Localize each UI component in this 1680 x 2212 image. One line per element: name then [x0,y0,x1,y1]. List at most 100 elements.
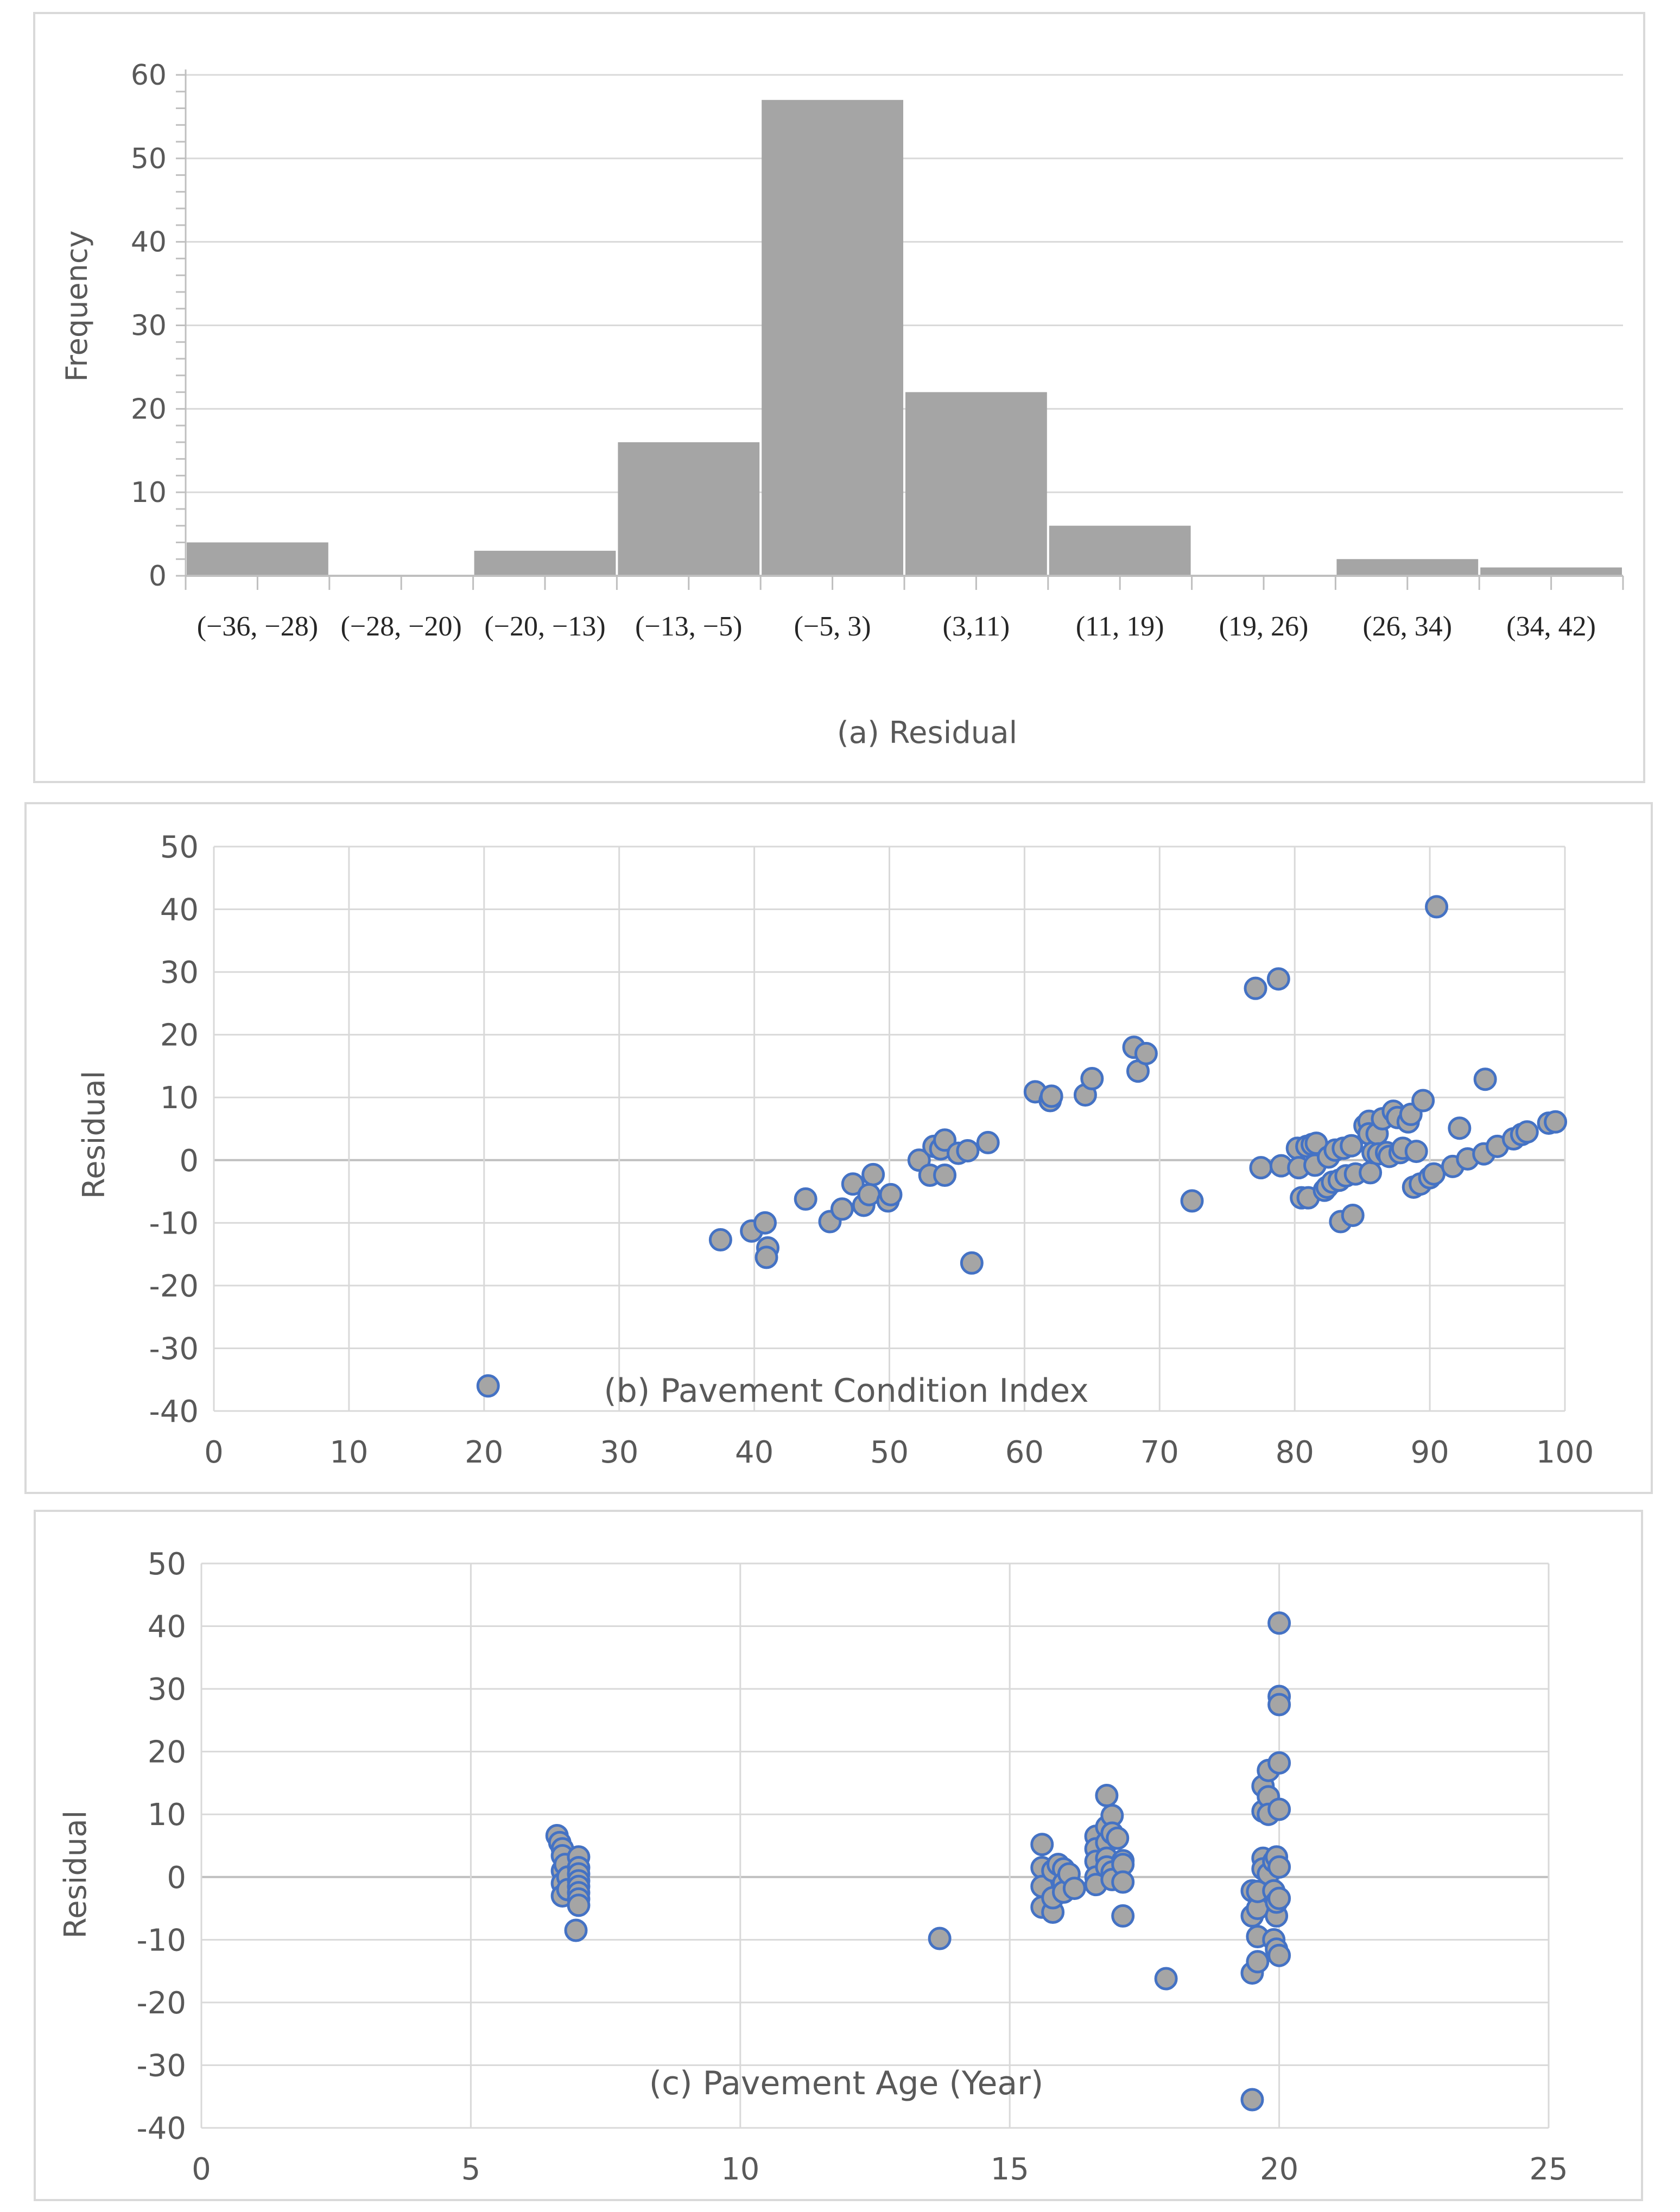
histogram-bar [905,392,1047,576]
pci-y-axis-label: Residual [77,1071,112,1199]
pci-scatter-panel: -40 -30 -20 -10 0 10 20 30 40 50 0 10 20 30 40 50 60 70 80… [24,802,1653,1494]
y-tick-label: -20 [149,1269,199,1304]
histogram-panel: 0 10 20 30 40 50 60 (−36, −28) (−28, −20) (−20, −… [33,12,1645,783]
scatter-point [1246,1950,1270,1974]
histogram-bar [187,542,328,576]
histogram-y-tick-label: 10 [131,476,167,509]
scatter-point [1095,1784,1119,1808]
histogram-category-label: (−5, 3) [794,611,871,642]
x-tick-label: 25 [1529,2152,1568,2187]
histogram-bar [474,550,616,576]
scatter-point [1267,1855,1291,1879]
scatter-point [956,1139,980,1162]
scatter-point [976,1130,1000,1154]
scatter-point [1267,1943,1291,1967]
scatter-point [476,1374,500,1398]
x-tick-label: 60 [1005,1435,1044,1470]
y-tick-label: -30 [137,2048,186,2083]
age-x-axis-title: (c) Pavement Age (Year) [649,2064,1044,2102]
y-tick-label: 40 [148,1610,186,1645]
x-tick-label: 70 [1140,1435,1179,1470]
histogram-category-label: (19, 26) [1219,611,1309,642]
scatter-point [1267,1886,1291,1910]
histogram-category-label: (−28, −20) [341,611,462,642]
y-tick-label: 0 [179,1143,199,1179]
y-tick-label: 20 [160,1018,199,1053]
scatter-point [960,1251,984,1275]
histogram-bar [1336,559,1479,576]
scatter-point [1425,895,1449,919]
x-tick-label: 40 [735,1435,774,1470]
scatter-point [1039,1084,1063,1108]
y-tick-label: 40 [160,893,199,928]
scatter-point [1515,1120,1539,1144]
scatter-point [708,1228,732,1252]
y-tick-label: 30 [160,955,199,990]
histogram-bar [762,100,903,576]
scatter-point [1404,1140,1428,1164]
y-tick-label: 20 [148,1735,186,1770]
y-tick-label: 10 [160,1080,199,1116]
y-tick-label: -30 [149,1331,199,1366]
x-tick-label: 0 [192,2152,211,2187]
pci-scatter-chart: -40 -30 -20 -10 0 10 20 30 40 50 0 10 20 30 40 50 60 70 80… [77,830,1594,1470]
scatter-point [1340,1134,1364,1158]
scatter-point [830,1197,854,1221]
y-tick-label: -10 [149,1206,199,1241]
scatter-point [1266,967,1290,991]
y-tick-label: 0 [167,1860,186,1896]
age-scatter-chart: -40 -30 -20 -10 0 10 20 30 40 50 0 5 10 15 20 25 Residu… [58,1547,1568,2187]
histogram-y-tick-label: 0 [149,560,167,593]
scatter-point [857,1183,881,1206]
scatter-point [1244,976,1267,1000]
x-tick-label: 30 [600,1435,638,1470]
histogram-category-label: (3,11) [943,611,1010,642]
y-tick-label: -20 [137,1986,186,2021]
y-tick-label: 50 [160,830,199,865]
scatter-point [928,1927,952,1950]
scatter-point [1240,2088,1264,2112]
scatter-point [1267,1693,1291,1717]
x-tick-label: 0 [204,1435,224,1470]
scatter-point [1411,1089,1435,1113]
x-tick-label: 15 [991,2152,1029,2187]
histogram-category-label: (−36, −28) [197,611,318,642]
pci-x-axis-title: (b) Pavement Condition Index [604,1372,1088,1410]
scatter-point [755,1245,778,1269]
y-tick-label: 30 [148,1672,186,1707]
histogram-category-label: (−20, −13) [484,611,605,642]
scatter-point [1341,1203,1365,1227]
scatter-point [564,1918,588,1942]
x-tick-label: 50 [870,1435,909,1470]
scatter-point [841,1172,865,1196]
scatter-point [1249,1156,1273,1180]
x-tick-label: 20 [465,1435,503,1470]
histogram-chart: 0 10 20 30 40 50 60 (−36, −28) (−28, −20) (−20, −… [60,59,1624,751]
histogram-category-label: (26, 34) [1362,611,1452,642]
age-y-axis-label: Residual [58,1810,93,1939]
scatter-point [1180,1189,1204,1213]
histogram-y-tick-label: 20 [131,393,167,425]
scatter-point [879,1183,903,1206]
y-tick-label: -40 [149,1394,199,1429]
scatter-point [1544,1110,1568,1134]
x-tick-label: 80 [1276,1435,1314,1470]
scatter-point [1448,1116,1472,1140]
x-tick-label: 5 [461,2152,481,2187]
scatter-point [1106,1826,1130,1850]
scatter-point [1062,1877,1086,1900]
histogram-y-tick-label: 30 [131,310,167,342]
x-tick-label: 10 [329,1435,368,1470]
age-scatter-panel: -40 -30 -20 -10 0 10 20 30 40 50 0 5 10 15 20 25 Residu… [34,1510,1643,2201]
histogram-bar [1480,567,1622,576]
histogram-category-label: (−13, −5) [635,611,742,642]
scatter-point [1267,1797,1291,1821]
scatter-point [1422,1162,1446,1186]
scatter-point [753,1211,777,1235]
y-tick-label: -10 [137,1923,186,1958]
histogram-bar [1049,525,1191,576]
scatter-point [933,1164,957,1187]
histogram-y-tick-label: 40 [131,226,167,259]
scatter-point [1111,1904,1135,1928]
y-tick-label: -40 [137,2111,186,2146]
